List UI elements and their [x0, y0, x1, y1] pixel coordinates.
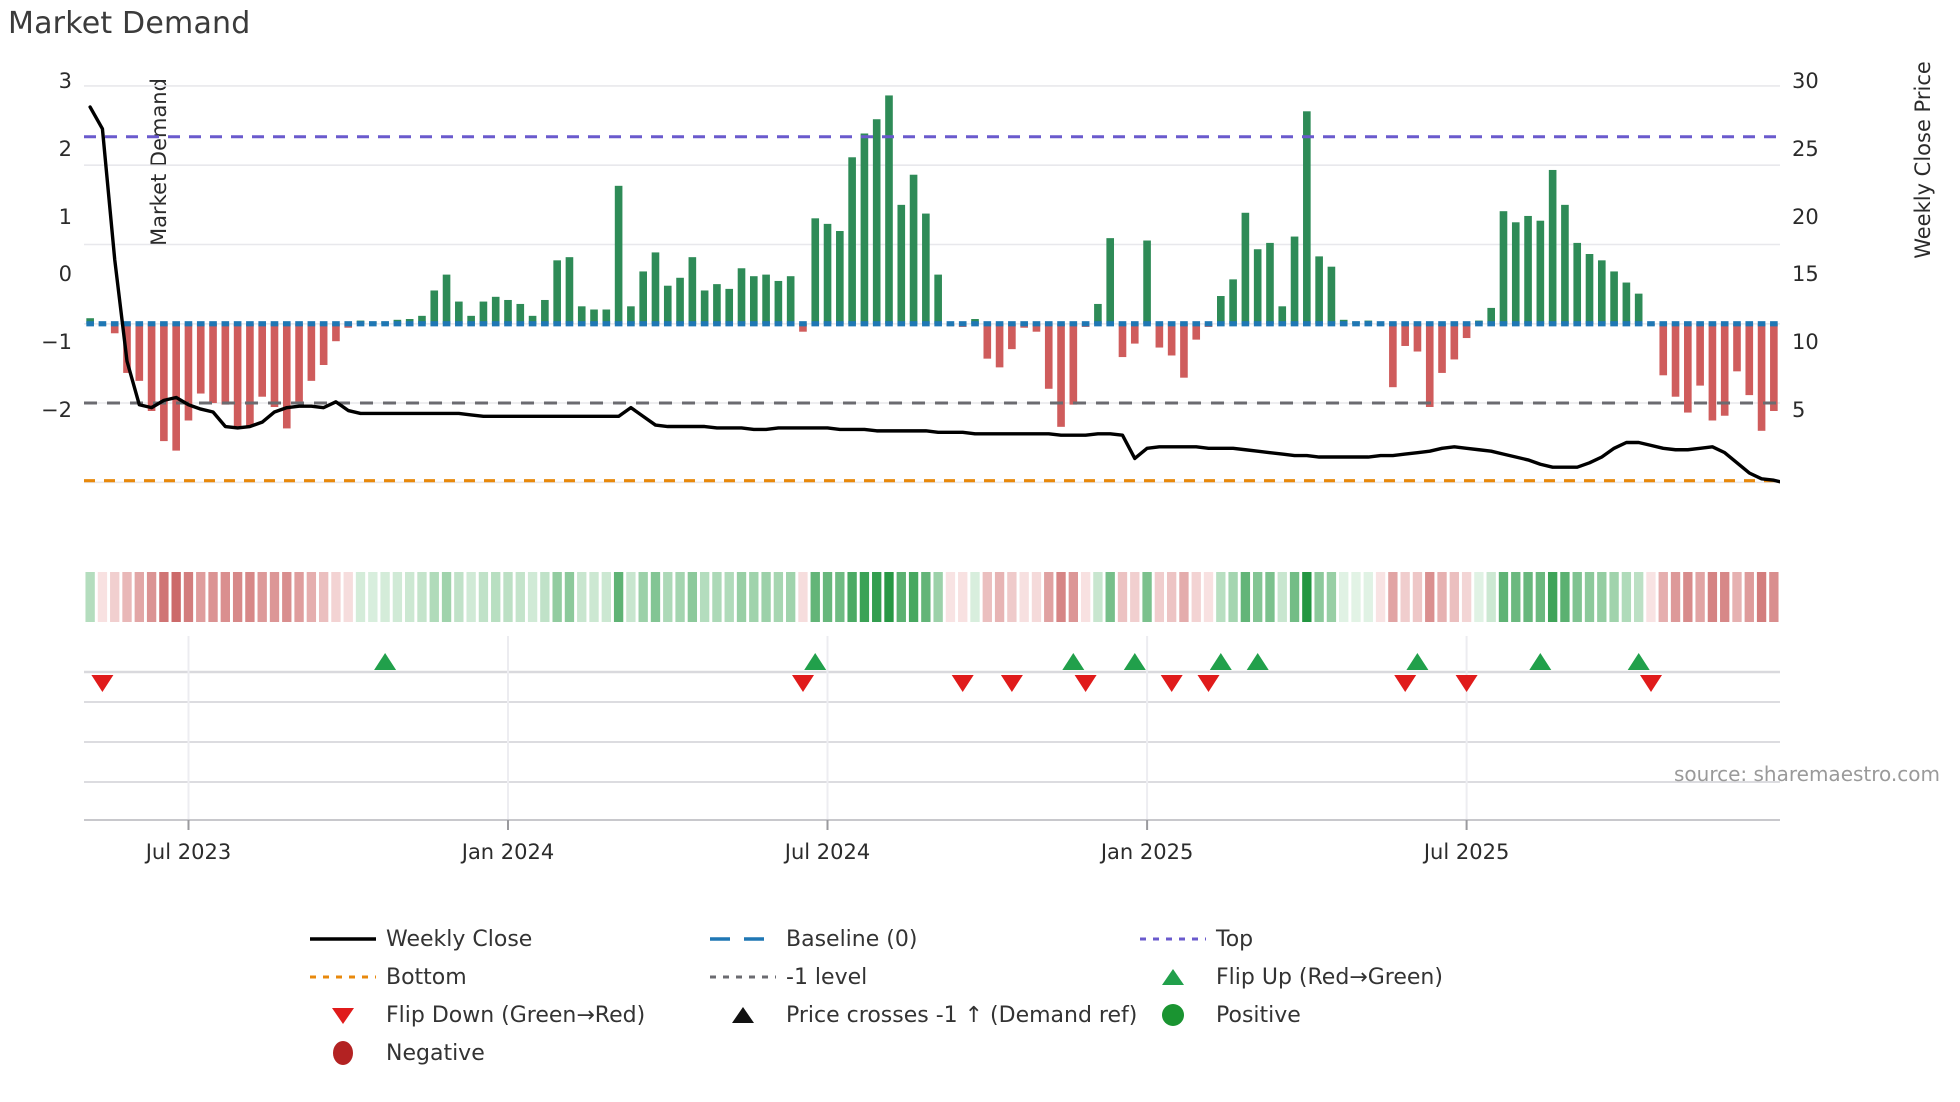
legend-label-top: Top — [1216, 926, 1254, 952]
line-dotted-purple-icon — [1130, 924, 1216, 954]
legend-label-flip-up: Flip Up (Red→Green) — [1216, 964, 1443, 990]
y-tick-right-1: 25 — [1792, 137, 1819, 161]
legend-label-negative: Negative — [386, 1040, 485, 1066]
y-tick-left-2: 1 — [58, 205, 72, 229]
legend-row-4: Negative — [300, 1034, 1700, 1072]
lower-grid-svg — [84, 700, 1780, 820]
x-tick-4: Jul 2025 — [1423, 840, 1510, 864]
legend-baseline[interactable]: Baseline (0) — [700, 920, 1130, 958]
legend-label-weekly-close: Weekly Close — [386, 926, 533, 952]
y-tick-right-5: 5 — [1792, 398, 1806, 422]
legend-label-bottom: Bottom — [386, 964, 467, 990]
y-tick-left-1: 2 — [58, 137, 72, 161]
main-plot-svg — [84, 85, 1780, 484]
legend-top[interactable]: Top — [1130, 920, 1560, 958]
legend-negative[interactable]: Negative — [300, 1034, 700, 1072]
legend-label-baseline: Baseline (0) — [786, 926, 918, 952]
y-axis-right-label: Weekly Close Price — [1911, 61, 1935, 259]
legend-positive[interactable]: Positive — [1130, 996, 1560, 1034]
circle-green-icon — [1130, 1000, 1216, 1030]
circle-darkred-icon — [300, 1038, 386, 1068]
legend-label-minus-one: -1 level — [786, 964, 868, 990]
y-tick-right-4: 10 — [1792, 330, 1819, 354]
legend-price-crosses[interactable]: Price crosses -1 ↑ (Demand ref) — [700, 996, 1137, 1034]
legend-weekly-close[interactable]: Weekly Close — [300, 920, 700, 958]
line-solid-black-icon — [300, 924, 386, 954]
page-title: Market Demand — [8, 6, 251, 41]
legend-spacer-1 — [700, 1034, 1130, 1072]
lower-grid-panel — [84, 700, 1780, 820]
legend-flip-down[interactable]: Flip Down (Green→Red) — [300, 996, 700, 1034]
legend-row-2: Bottom -1 level Flip Up (Red→Green) — [300, 958, 1700, 996]
legend-minus-one[interactable]: -1 level — [700, 958, 1130, 996]
line-dotted-orange-icon — [300, 962, 386, 992]
legend-label-positive: Positive — [1216, 1002, 1301, 1028]
triangle-down-red-icon — [300, 1000, 386, 1030]
flip-markers-row — [84, 636, 1780, 708]
legend-row-1: Weekly Close Baseline (0) Top — [300, 920, 1700, 958]
legend-flip-up[interactable]: Flip Up (Red→Green) — [1130, 958, 1560, 996]
x-tick-2: Jul 2024 — [784, 840, 871, 864]
line-dotted-gray-icon — [700, 962, 786, 992]
y-tick-left-5: −2 — [41, 398, 72, 422]
legend-bottom[interactable]: Bottom — [300, 958, 700, 996]
line-dashed-blue-icon — [700, 924, 786, 954]
legend-label-price-crosses: Price crosses -1 ↑ (Demand ref) — [786, 1002, 1138, 1028]
triangle-up-green-icon — [1130, 962, 1216, 992]
y-tick-left-3: 0 — [58, 262, 72, 286]
legend-row-3: Flip Down (Green→Red) Price crosses -1 ↑… — [300, 996, 1700, 1034]
y-tick-left-4: −1 — [41, 330, 72, 354]
x-tick-3: Jan 2025 — [1100, 840, 1194, 864]
x-tick-1: Jan 2024 — [461, 840, 555, 864]
flip-markers-svg — [84, 636, 1780, 708]
legend-spacer-2 — [1130, 1034, 1560, 1072]
y-tick-right-2: 20 — [1792, 205, 1819, 229]
chart-legend: Weekly Close Baseline (0) Top Bottom — [300, 920, 1700, 1072]
triangle-up-black-icon — [700, 1000, 786, 1030]
source-attribution: source: sharemaestro.com — [1674, 762, 1940, 786]
y-tick-right-0: 30 — [1792, 69, 1819, 93]
x-tick-0: Jul 2023 — [145, 840, 232, 864]
legend-label-flip-down: Flip Down (Green→Red) — [386, 1002, 646, 1028]
demand-regime-strip — [84, 572, 1780, 622]
main-plot — [84, 78, 1780, 518]
x-axis — [84, 818, 1780, 848]
y-tick-right-3: 15 — [1792, 262, 1819, 286]
y-tick-left-0: 3 — [58, 69, 72, 93]
regime-strip-svg — [85, 572, 1779, 622]
